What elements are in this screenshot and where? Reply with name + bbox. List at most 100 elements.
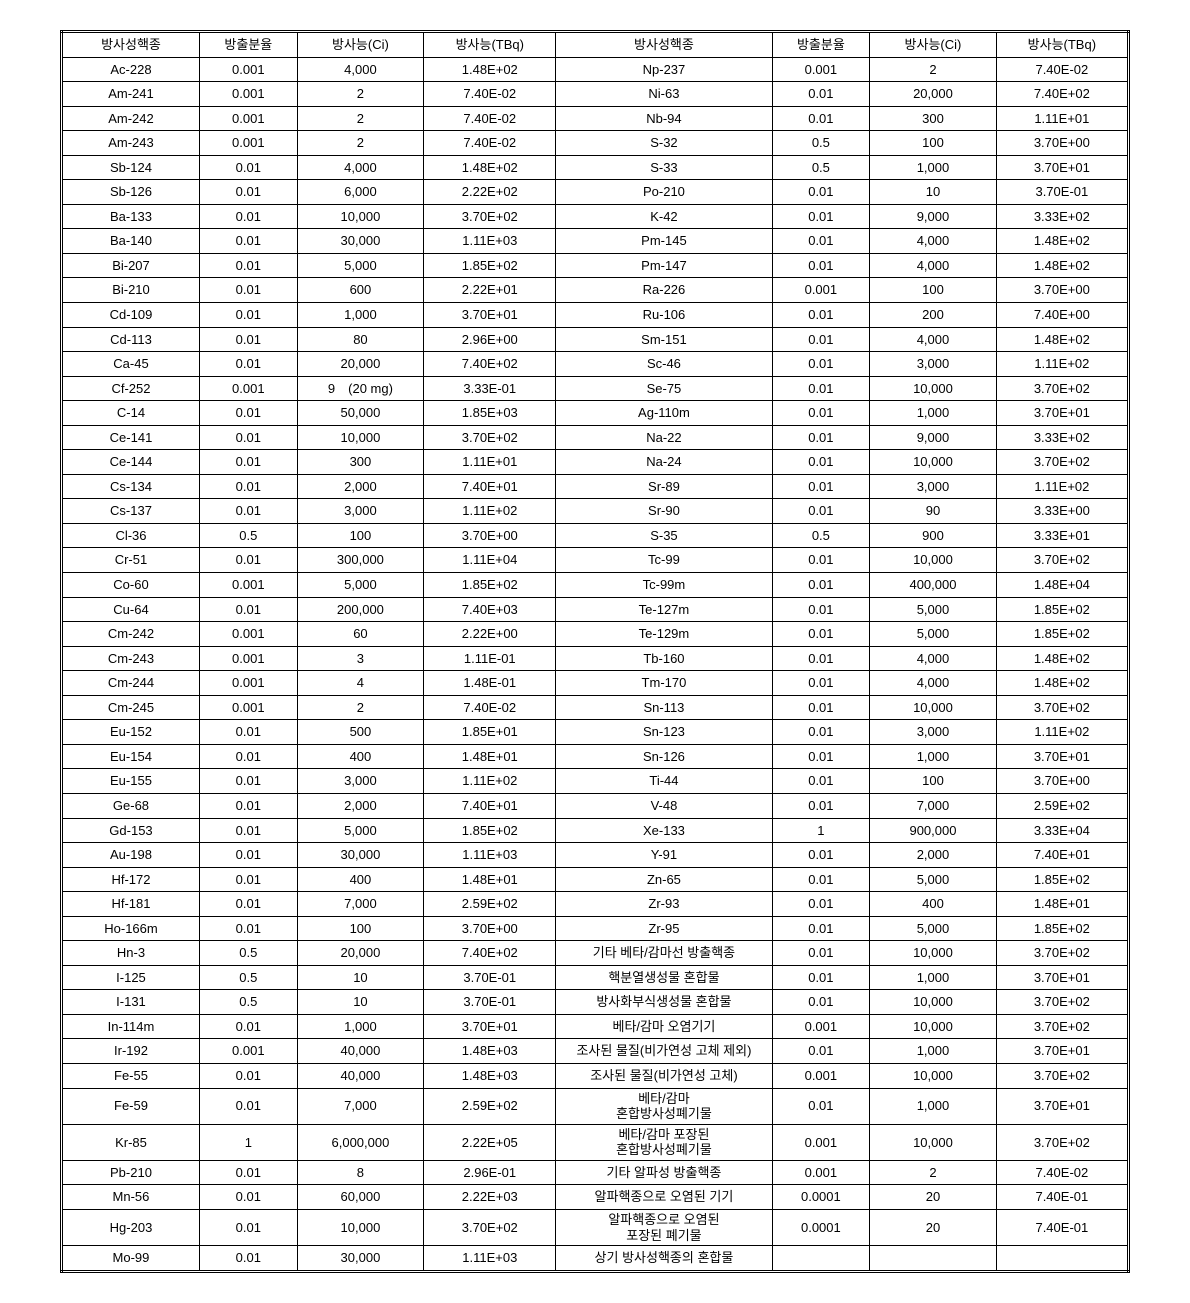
table-cell: Ho-166m [62, 916, 200, 941]
table-cell: Sb-124 [62, 155, 200, 180]
table-cell: 400 [297, 867, 423, 892]
table-row: Bi-2070.015,0001.85E+02Pm-1470.014,0001.… [62, 253, 1129, 278]
table-cell: 0.01 [199, 278, 297, 303]
table-cell: 3.70E+00 [996, 131, 1128, 156]
table-cell: 3.70E+00 [424, 523, 556, 548]
table-cell [996, 1246, 1128, 1272]
table-row: Ho-166m0.011003.70E+00Zr-950.015,0001.85… [62, 916, 1129, 941]
table-cell: Cm-245 [62, 695, 200, 720]
table-cell: 10 [297, 990, 423, 1015]
table-cell: 0.01 [199, 597, 297, 622]
table-cell: V-48 [556, 793, 772, 818]
table-cell: 1.11E+02 [424, 769, 556, 794]
table-row: Cf-2520.0019 (20 mg)3.33E-01Se-750.0110,… [62, 376, 1129, 401]
table-row: Hf-1720.014001.48E+01Zn-650.015,0001.85E… [62, 867, 1129, 892]
table-cell: 3.33E-01 [424, 376, 556, 401]
table-cell: 0.01 [199, 499, 297, 524]
table-cell: Cm-242 [62, 622, 200, 647]
table-row: Bi-2100.016002.22E+01Ra-2260.0011003.70E… [62, 278, 1129, 303]
table-cell: 10,000 [870, 376, 996, 401]
table-cell: 7.40E+02 [424, 941, 556, 966]
table-cell: 0.5 [772, 523, 870, 548]
table-cell: Y-91 [556, 843, 772, 868]
table-cell: 2.22E+01 [424, 278, 556, 303]
table-cell: 0.01 [772, 327, 870, 352]
table-cell: C-14 [62, 401, 200, 426]
table-cell: 0.01 [199, 352, 297, 377]
table-cell: 3.33E+02 [996, 204, 1128, 229]
table-cell: 0.01 [772, 425, 870, 450]
table-cell: 20,000 [297, 941, 423, 966]
table-cell: 0.5 [772, 155, 870, 180]
table-row: Kr-8516,000,0002.22E+05베타/감마 포장된혼합방사성폐기물… [62, 1124, 1129, 1160]
table-row: Gd-1530.015,0001.85E+02Xe-1331900,0003.3… [62, 818, 1129, 843]
table-cell: 90 [870, 499, 996, 524]
table-cell: 0.01 [199, 401, 297, 426]
table-cell: 1.11E+03 [424, 229, 556, 254]
table-cell: 10,000 [870, 450, 996, 475]
table-cell: 1.48E+04 [996, 573, 1128, 598]
table-cell: Am-241 [62, 82, 200, 107]
table-cell: Cm-244 [62, 671, 200, 696]
table-row: Co-600.0015,0001.85E+02Tc-99m0.01400,000… [62, 573, 1129, 598]
table-cell: Pb-210 [62, 1160, 200, 1185]
table-cell: 0.01 [199, 793, 297, 818]
table-cell: 10,000 [870, 1063, 996, 1088]
table-cell: 80 [297, 327, 423, 352]
table-cell: 2.22E+03 [424, 1185, 556, 1210]
table-cell: Sn-123 [556, 720, 772, 745]
table-row: Eu-1520.015001.85E+01Sn-1230.013,0001.11… [62, 720, 1129, 745]
table-cell: 2 [297, 695, 423, 720]
table-cell: 5,000 [870, 916, 996, 941]
table-cell: 0.01 [199, 327, 297, 352]
table-cell: Cs-137 [62, 499, 200, 524]
table-cell: Cs-134 [62, 474, 200, 499]
table-cell: 0.01 [772, 916, 870, 941]
table-cell: Co-60 [62, 573, 200, 598]
table-cell: Zn-65 [556, 867, 772, 892]
table-cell: 3.70E-01 [424, 965, 556, 990]
table-cell: 4,000 [870, 327, 996, 352]
table-cell: 1.48E+02 [424, 155, 556, 180]
table-cell: Cu-64 [62, 597, 200, 622]
table-cell: 7.40E-01 [996, 1185, 1128, 1210]
table-cell: Se-75 [556, 376, 772, 401]
table-cell: 400 [297, 744, 423, 769]
table-cell: 1.48E+01 [424, 744, 556, 769]
table-cell: Sb-126 [62, 180, 200, 205]
table-cell: 0.01 [772, 793, 870, 818]
table-cell: In-114m [62, 1014, 200, 1039]
table-cell: Am-242 [62, 106, 200, 131]
table-cell [772, 1246, 870, 1272]
table-cell: Cr-51 [62, 548, 200, 573]
table-cell: Bi-210 [62, 278, 200, 303]
table-cell: 2.59E+02 [424, 1088, 556, 1124]
table-cell: 2.59E+02 [424, 892, 556, 917]
table-cell: 0.001 [199, 57, 297, 82]
table-cell: 0.01 [772, 450, 870, 475]
table-cell: Ni-63 [556, 82, 772, 107]
table-cell: 0.01 [199, 720, 297, 745]
table-cell: 1.11E+02 [996, 352, 1128, 377]
table-cell: 0.5 [199, 990, 297, 1015]
table-cell: 0.01 [772, 1088, 870, 1124]
col-release-1: 방출분율 [199, 32, 297, 58]
table-cell: 3.70E+02 [996, 1014, 1128, 1039]
table-cell: 10,000 [870, 990, 996, 1015]
table-cell: 7,000 [870, 793, 996, 818]
table-cell: 2.96E-01 [424, 1160, 556, 1185]
table-cell: Sr-90 [556, 499, 772, 524]
table-row: Hf-1810.017,0002.59E+02Zr-930.014001.48E… [62, 892, 1129, 917]
table-cell: 0.01 [772, 695, 870, 720]
table-cell: 2.22E+00 [424, 622, 556, 647]
table-cell: 0.01 [199, 769, 297, 794]
table-cell: 300 [870, 106, 996, 131]
table-cell: 100 [870, 769, 996, 794]
table-cell: 기타 베타/감마선 방출핵종 [556, 941, 772, 966]
table-cell: Sc-46 [556, 352, 772, 377]
table-cell: 5,000 [297, 818, 423, 843]
table-cell: Am-243 [62, 131, 200, 156]
table-cell: 1.11E+03 [424, 843, 556, 868]
table-cell: 10,000 [297, 204, 423, 229]
table-cell: 0.01 [772, 941, 870, 966]
